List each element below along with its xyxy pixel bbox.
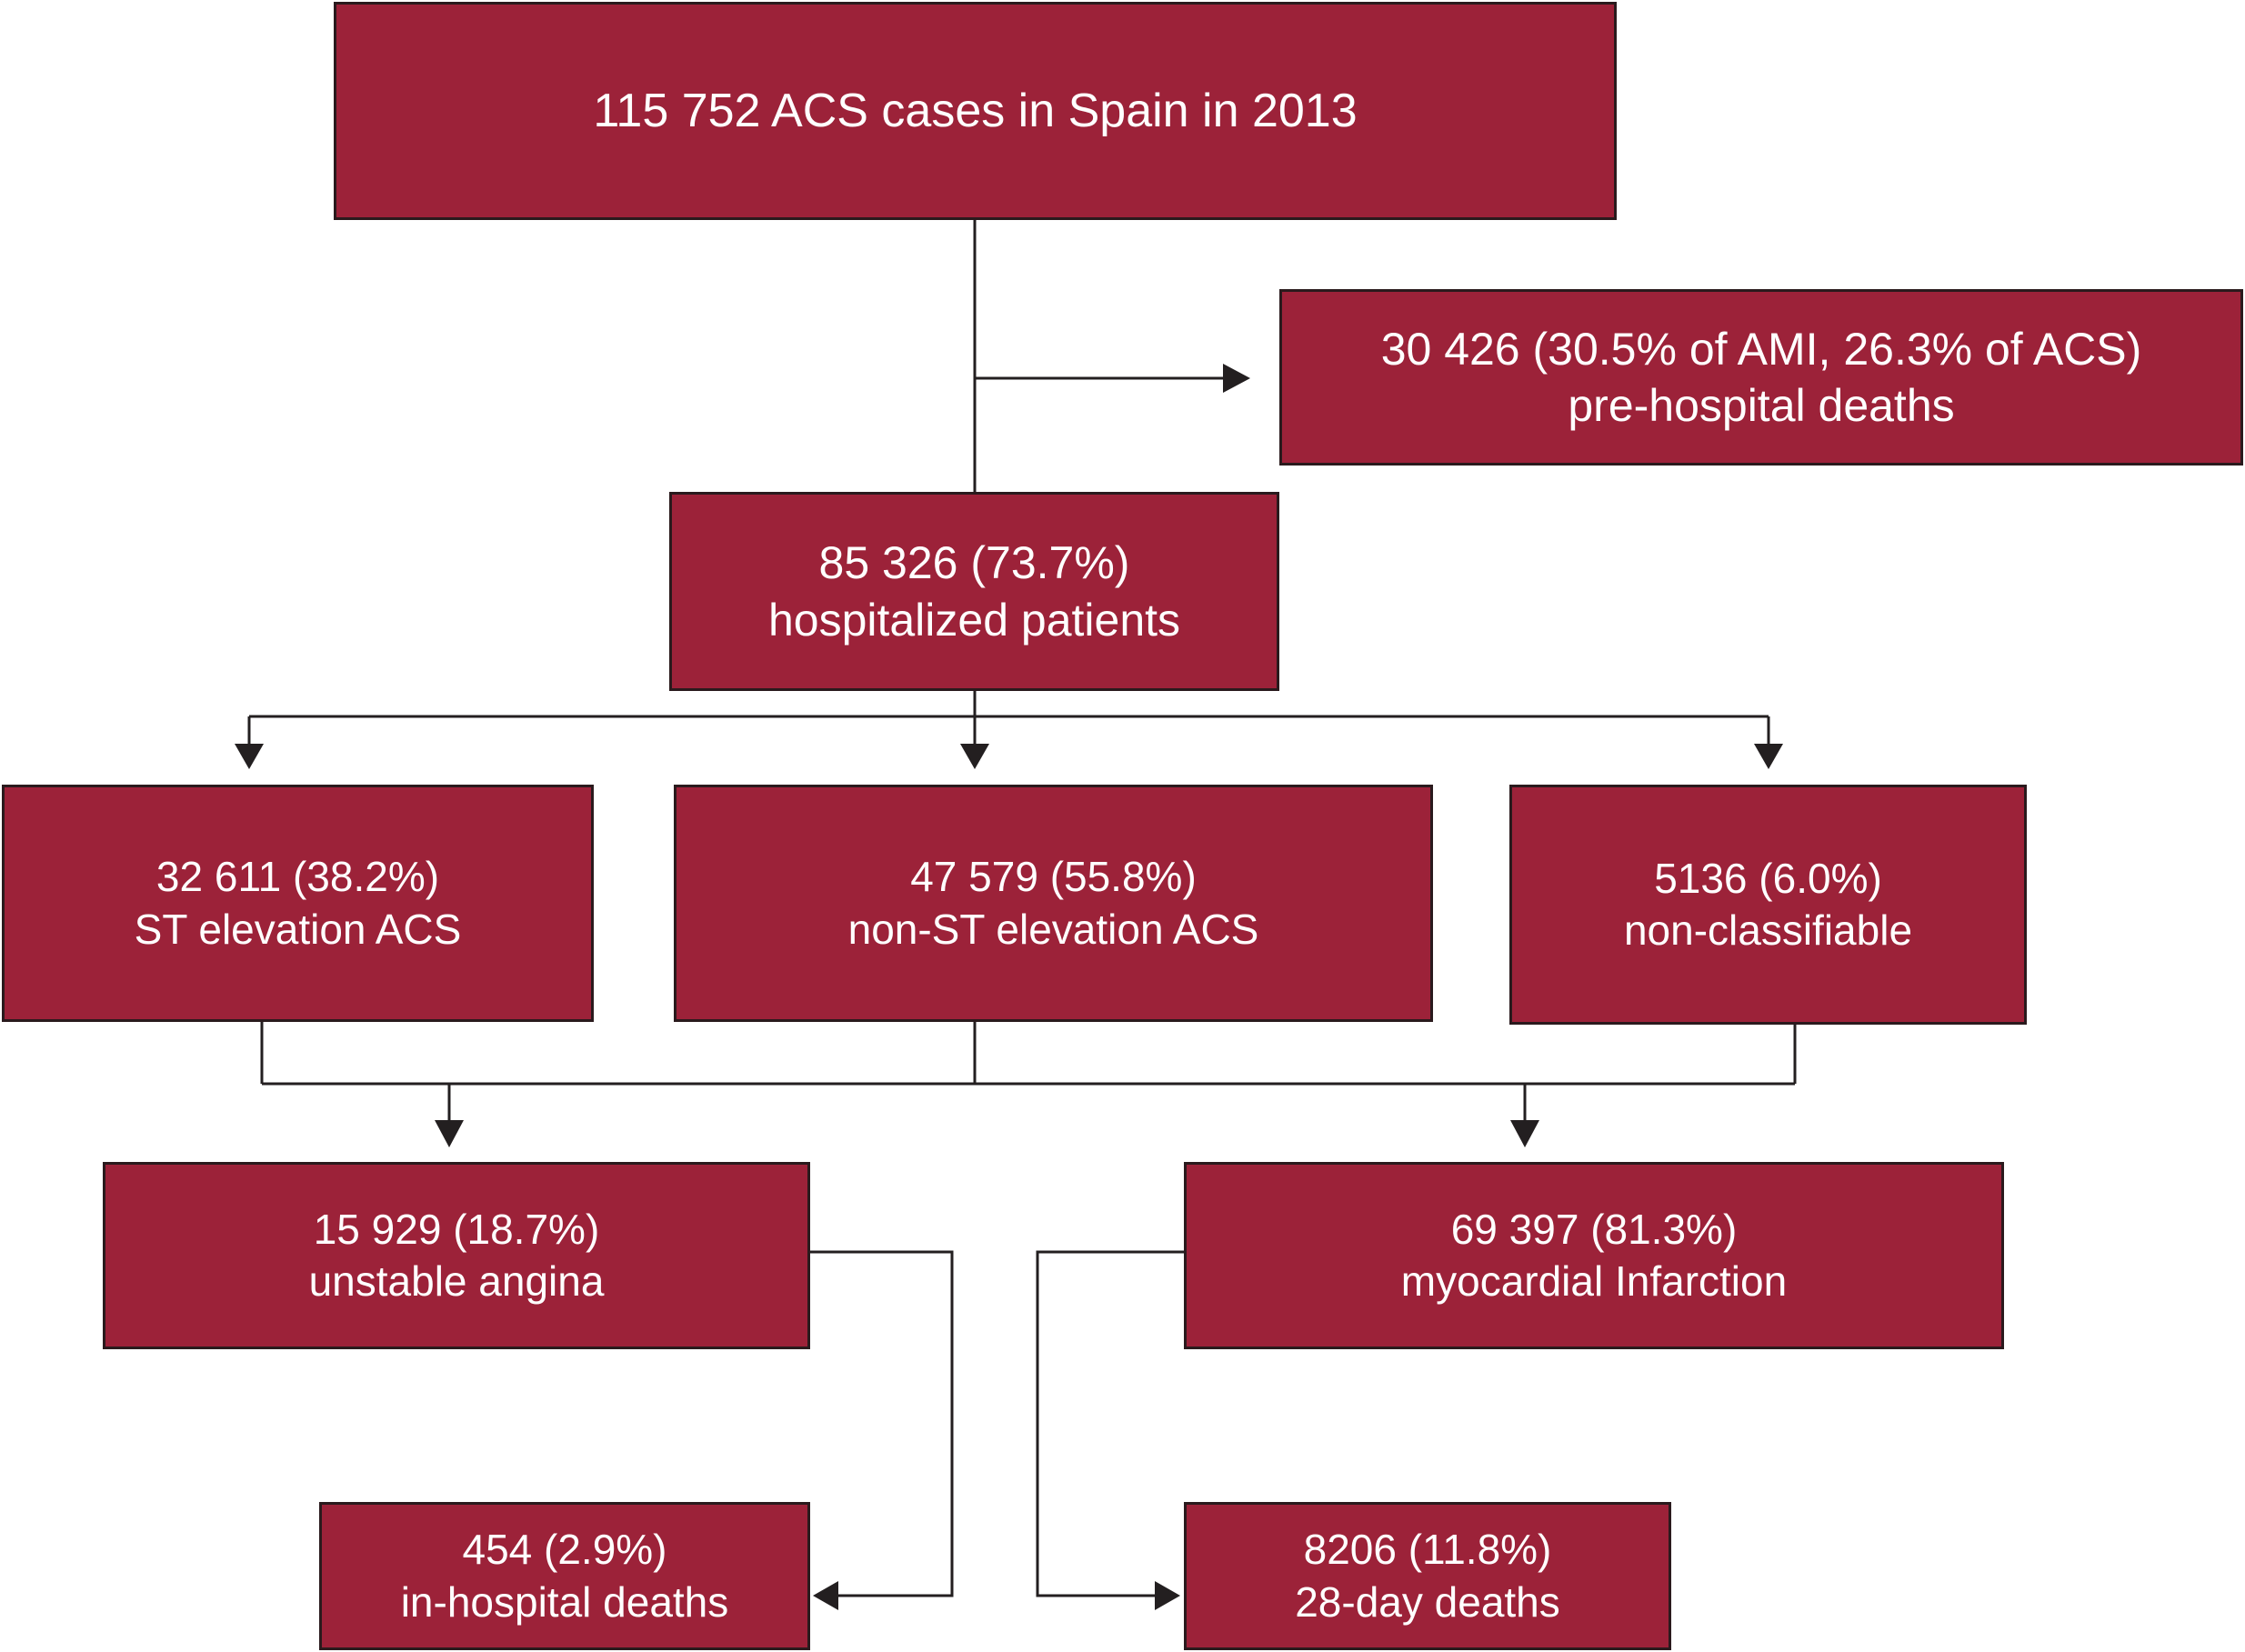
- node-28day-line-1: 8206 (11.8%): [1303, 1526, 1552, 1573]
- connector-ua-to-inhospital: [810, 1250, 954, 1597]
- arrowhead-nonclass: [1754, 744, 1783, 769]
- node-stemi-line-1: 32 611 (38.2%): [155, 853, 440, 900]
- node-prehospital-line-1: 30 426 (30.5% of AMI, 26.3% of ACS): [1380, 323, 2142, 375]
- arrowhead-unstable-angina: [435, 1120, 464, 1147]
- node-st-elevation-acs: 32 611 (38.2%) ST elevation ACS: [2, 785, 594, 1022]
- node-nstemi-line-1: 47 579 (55.8%): [910, 853, 1197, 900]
- node-in-hospital-deaths: 454 (2.9%) in-hospital deaths: [319, 1502, 810, 1650]
- node-stemi-line-2: ST elevation ACS: [134, 905, 462, 953]
- node-non-classifiable: 5136 (6.0%) non-classifiable: [1509, 785, 2027, 1025]
- node-nonclass-line-2: non-classifiable: [1623, 906, 1913, 954]
- node-mi-line-1: 69 397 (81.3%): [1450, 1205, 1738, 1253]
- node-prehospital-line-2: pre-hospital deaths: [1568, 380, 1955, 431]
- node-nstemi-line-2: non-ST elevation ACS: [847, 905, 1259, 953]
- node-mi-line-2: myocardial Infarction: [1400, 1257, 1788, 1305]
- arrowhead-28day: [1155, 1581, 1180, 1610]
- node-nonclass-line-1: 5136 (6.0%): [1654, 854, 1882, 902]
- node-28day-line-2: 28-day deaths: [1295, 1577, 1560, 1626]
- node-28-day-deaths: 8206 (11.8%) 28-day deaths: [1184, 1502, 1671, 1650]
- arrowhead-inhospital: [813, 1581, 838, 1610]
- node-total-acs-cases: 115 752 ACS cases in Spain in 2013: [334, 2, 1617, 220]
- node-hospitalized-patients: 85 326 (73.7%) hospitalized patients: [669, 492, 1279, 691]
- node-ua-line-2: unstable angina: [308, 1257, 605, 1305]
- node-myocardial-infarction: 69 397 (81.3%) myocardial Infarction: [1184, 1162, 2004, 1349]
- node-total-line-1: 115 752 ACS cases in Spain in 2013: [593, 84, 1358, 137]
- node-non-st-elevation-acs: 47 579 (55.8%) non-ST elevation ACS: [674, 785, 1433, 1022]
- node-prehospital-deaths: 30 426 (30.5% of AMI, 26.3% of ACS) pre-…: [1279, 289, 2243, 466]
- connector-mi-to-28day: [1036, 1250, 1184, 1597]
- node-hospitalized-line-2: hospitalized patients: [767, 594, 1181, 646]
- arrowhead-mi: [1510, 1120, 1539, 1147]
- node-inhosp-line-2: in-hospital deaths: [400, 1577, 729, 1626]
- arrowhead-prehospital: [1223, 364, 1250, 393]
- arrowhead-nstemi: [960, 744, 989, 769]
- node-unstable-angina: 15 929 (18.7%) unstable angina: [103, 1162, 810, 1349]
- node-inhosp-line-1: 454 (2.9%): [462, 1526, 667, 1573]
- node-ua-line-1: 15 929 (18.7%): [313, 1205, 600, 1253]
- arrowhead-stemi: [235, 744, 264, 769]
- node-hospitalized-line-1: 85 326 (73.7%): [818, 537, 1130, 588]
